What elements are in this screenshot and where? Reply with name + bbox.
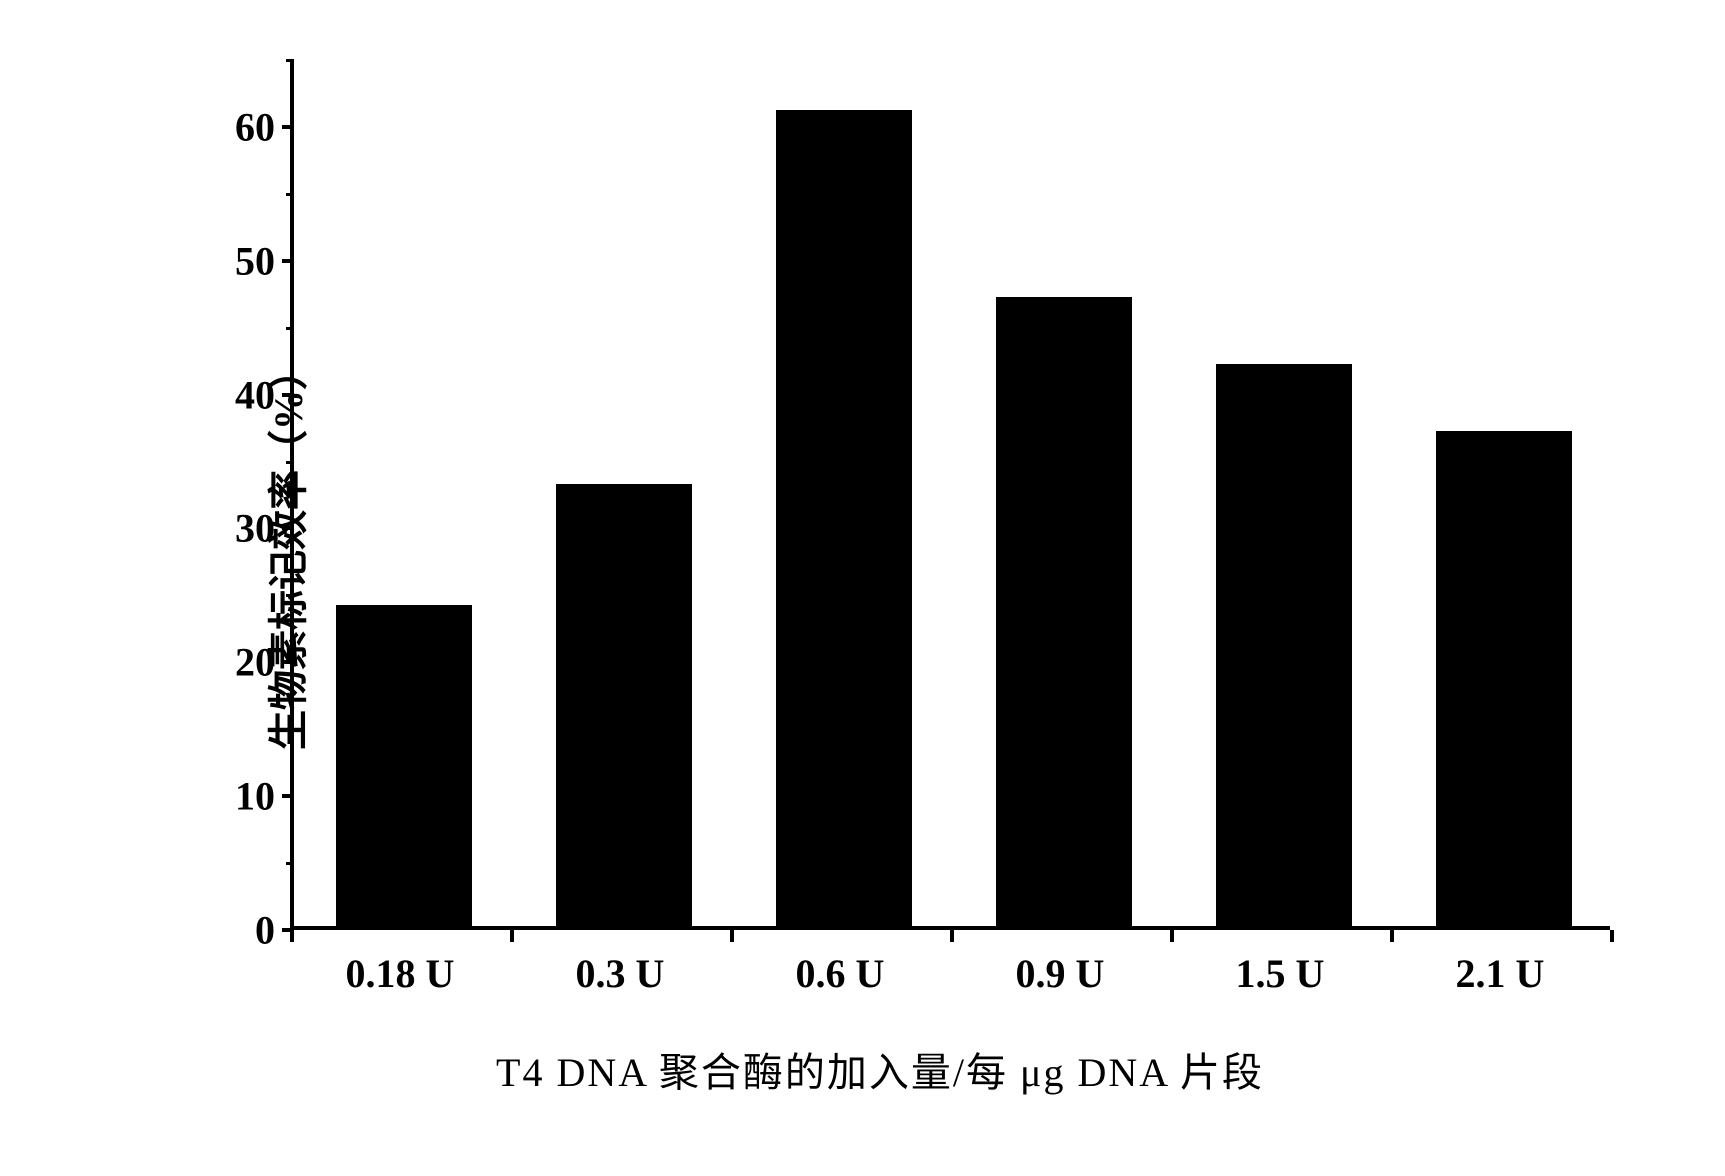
- bar: [1436, 431, 1572, 926]
- y-tick-label: 40: [200, 371, 275, 418]
- y-tick-minor: [286, 862, 294, 865]
- chart-container: 生物素标记效率（%） T4 DNA 聚合酶的加入量/每 μg DNA 片段 01…: [100, 20, 1660, 1080]
- bar: [1216, 364, 1352, 926]
- x-axis-label: T4 DNA 聚合酶的加入量/每 μg DNA 片段: [496, 1040, 1264, 1098]
- bar: [996, 297, 1132, 926]
- y-tick-minor: [286, 461, 294, 464]
- x-tick-label: 1.5 U: [1236, 950, 1325, 997]
- y-tick-major: [282, 125, 294, 129]
- bar: [556, 484, 692, 926]
- x-tick: [510, 930, 514, 942]
- y-tick-minor: [286, 327, 294, 330]
- y-tick-major: [282, 526, 294, 530]
- x-tick: [730, 930, 734, 942]
- x-tick-label: 0.6 U: [796, 950, 885, 997]
- y-tick-minor: [286, 728, 294, 731]
- y-tick-label: 0: [200, 907, 275, 954]
- y-tick-label: 60: [200, 103, 275, 150]
- x-tick: [1610, 930, 1614, 942]
- x-tick: [290, 930, 294, 942]
- y-tick-label: 50: [200, 237, 275, 284]
- y-tick-minor: [286, 594, 294, 597]
- plot-area: [290, 60, 1610, 930]
- y-tick-label: 10: [200, 773, 275, 820]
- x-tick: [1390, 930, 1394, 942]
- y-tick-major: [282, 660, 294, 664]
- y-tick-minor: [286, 59, 294, 62]
- x-tick-label: 0.18 U: [346, 950, 455, 997]
- x-tick-label: 0.9 U: [1016, 950, 1105, 997]
- y-tick-minor: [286, 193, 294, 196]
- y-tick-label: 30: [200, 505, 275, 552]
- y-tick-label: 20: [200, 639, 275, 686]
- x-tick: [950, 930, 954, 942]
- y-tick-major: [282, 393, 294, 397]
- x-tick: [1170, 930, 1174, 942]
- y-tick-major: [282, 259, 294, 263]
- x-tick-label: 0.3 U: [576, 950, 665, 997]
- x-tick-label: 2.1 U: [1456, 950, 1545, 997]
- y-tick-major: [282, 794, 294, 798]
- bar: [776, 110, 912, 926]
- bar: [336, 605, 472, 926]
